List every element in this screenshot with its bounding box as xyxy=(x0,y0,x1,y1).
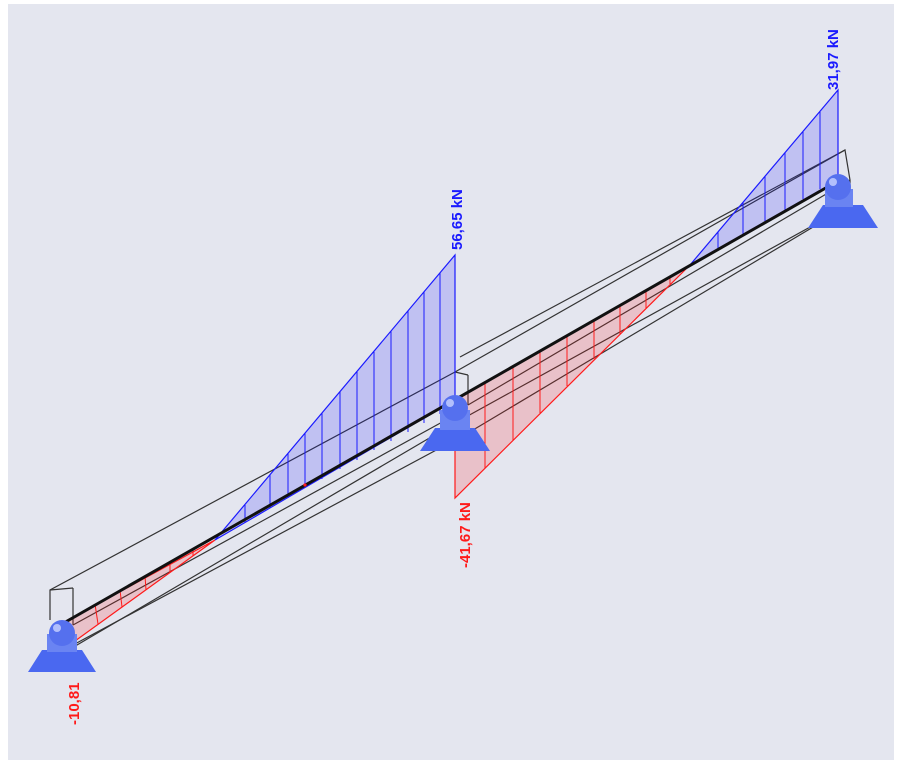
shear-positive-span-1 xyxy=(214,253,456,541)
support-right[interactable] xyxy=(808,174,878,228)
shear-negative-span-2 xyxy=(454,264,691,500)
label-middle-right: -41,67 kN xyxy=(457,502,474,568)
model-view-panel[interactable]: -10,81 56,65 kN -41,67 kN 31,97 kN xyxy=(8,4,894,760)
beam-section-outline xyxy=(49,149,851,656)
shear-positive-span-2 xyxy=(689,88,839,266)
label-right-end: 31,97 kN xyxy=(825,29,842,90)
shear-negative-span-1 xyxy=(63,539,216,642)
support-middle[interactable] xyxy=(420,395,490,451)
support-left[interactable] xyxy=(28,620,96,672)
label-middle-left: 56,65 kN xyxy=(449,189,466,250)
beam-diagram[interactable]: -10,81 56,65 kN -41,67 kN 31,97 kN xyxy=(8,4,894,760)
label-left-end: -10,81 xyxy=(66,682,83,725)
